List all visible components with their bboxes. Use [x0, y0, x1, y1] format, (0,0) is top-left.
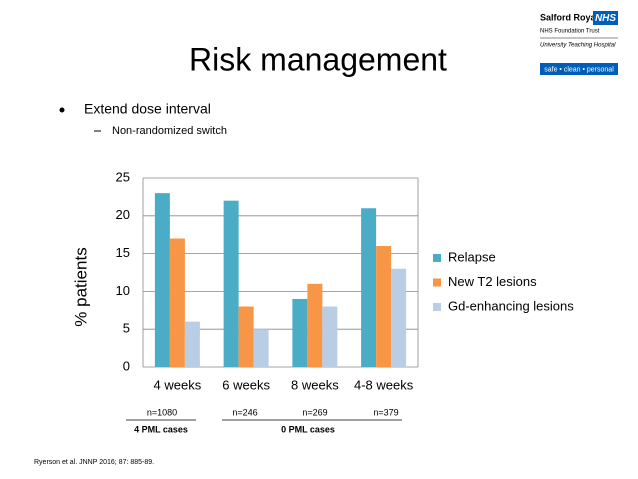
bar	[184, 321, 200, 367]
y-tick-label: 20	[116, 207, 130, 222]
count-note: n=269	[302, 407, 327, 417]
bar	[322, 306, 338, 367]
legend-swatch	[433, 278, 441, 287]
y-axis-label: % patients	[71, 247, 90, 326]
y-tick-label: 5	[123, 321, 130, 336]
sub-bullet: Non-randomized switch	[112, 125, 227, 137]
bar	[253, 329, 269, 367]
legend-label: Relapse	[448, 249, 496, 264]
y-tick-label: 25	[116, 169, 130, 184]
bar	[238, 306, 254, 367]
bar	[154, 193, 170, 367]
bar	[391, 268, 407, 367]
legend-label: Gd-enhancing lesions	[448, 298, 574, 313]
bar	[307, 283, 323, 367]
bar	[223, 200, 239, 367]
logo-trust: NHS Foundation Trust	[540, 29, 600, 35]
x-tick-label: 4-8 weeks	[354, 377, 414, 392]
x-tick-label: 6 weeks	[222, 377, 270, 392]
bullet: Extend dose interval	[84, 101, 211, 117]
x-tick-label: 8 weeks	[291, 377, 339, 392]
legend-swatch	[433, 254, 441, 262]
bar	[292, 298, 308, 367]
motto: safe • clean • personal	[544, 66, 614, 73]
legend-label: New T2 lesions	[448, 274, 537, 289]
x-tick-label: 4 weeks	[154, 377, 202, 392]
count-note: n=246	[232, 407, 257, 417]
bar	[169, 238, 185, 367]
slide-title: Risk management	[189, 41, 447, 77]
nhs-badge-text: NHS	[595, 13, 616, 24]
reference: Ryerson et al. JNNP 2016; 87: 885-89.	[34, 459, 154, 466]
logo-tagline: University Teaching Hospital	[540, 43, 616, 49]
bar	[361, 208, 377, 367]
bullet-marker	[59, 107, 65, 113]
nhs-badge	[593, 11, 618, 25]
y-tick-label: 0	[123, 358, 130, 373]
y-tick-label: 10	[116, 283, 130, 298]
logo-name: Salford Royal	[540, 12, 598, 22]
pml-note: 0 PML cases	[281, 424, 335, 434]
motto-box	[540, 63, 618, 75]
bar	[376, 246, 392, 367]
legend-swatch	[433, 303, 441, 311]
count-note: n=379	[373, 407, 398, 417]
count-note: n=1080	[147, 407, 177, 417]
y-tick-label: 15	[116, 245, 130, 260]
pml-note: 4 PML cases	[134, 424, 188, 434]
